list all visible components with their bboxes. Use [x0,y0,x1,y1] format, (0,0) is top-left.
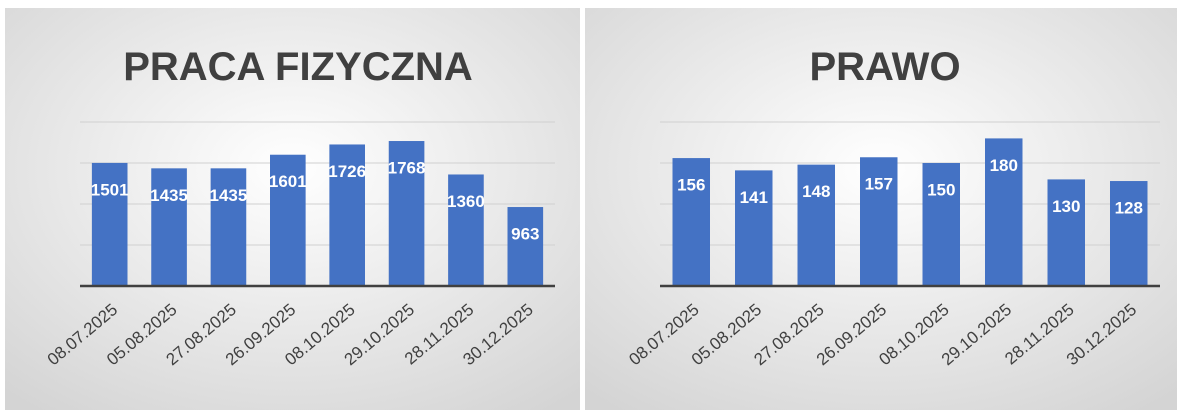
bar [1047,179,1085,286]
data-label: 1360 [447,192,485,211]
data-label: 1501 [91,180,129,199]
bar [672,158,710,286]
bar [1110,181,1148,286]
bar [507,207,544,286]
data-label: 1435 [210,186,248,205]
bar [922,163,960,286]
bar [860,157,898,286]
bar [448,174,484,286]
data-label: 130 [1052,197,1080,216]
bar [985,138,1023,286]
bar [735,170,773,286]
chart-title: PRAWO [809,45,960,89]
data-label: 128 [1115,199,1143,218]
bar [388,141,425,286]
data-label: 141 [740,188,768,207]
bar [151,168,187,286]
chart-title: PRACA FIZYCZNA [123,45,473,89]
data-label: 1726 [328,162,366,181]
data-label: 1768 [388,159,426,178]
bar [91,162,128,286]
data-label: 1435 [150,186,188,205]
data-label: 157 [865,175,893,194]
data-label: 1601 [269,172,307,191]
data-label: 963 [511,225,539,244]
bar [329,144,365,286]
bar [270,154,306,286]
data-label: 150 [927,180,955,199]
data-label: 156 [677,176,705,195]
bar [797,164,835,286]
bar [210,168,247,286]
data-label: 180 [990,156,1018,175]
data-label: 148 [802,182,830,201]
